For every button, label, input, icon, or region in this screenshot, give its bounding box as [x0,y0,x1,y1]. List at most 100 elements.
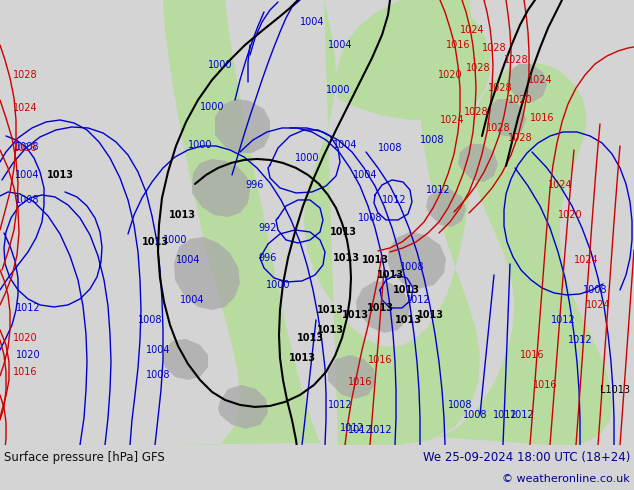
Text: 1012: 1012 [340,423,365,433]
Polygon shape [163,339,208,380]
Text: 1013: 1013 [141,237,169,247]
Text: 1004: 1004 [176,255,200,265]
Text: 1000: 1000 [208,60,232,70]
Text: 1000: 1000 [326,85,350,95]
Text: 1013: 1013 [417,310,444,320]
Text: 1020: 1020 [508,95,533,105]
Text: 1008: 1008 [400,262,424,272]
Polygon shape [192,159,250,217]
Text: 1008: 1008 [420,135,444,145]
Text: 1012: 1012 [493,410,517,420]
Text: 1012: 1012 [567,335,592,345]
Text: 996: 996 [259,253,277,263]
Text: 1012: 1012 [551,315,575,325]
Text: 1013: 1013 [377,270,403,280]
Text: 1013: 1013 [342,310,368,320]
Text: 1024: 1024 [460,25,484,35]
Text: 1012: 1012 [425,185,450,195]
Text: 1012: 1012 [347,425,372,435]
Text: 1008: 1008 [378,143,402,153]
Polygon shape [328,355,376,399]
Text: 1016: 1016 [533,380,557,390]
Text: 1024: 1024 [586,300,611,310]
Text: 1004: 1004 [180,295,204,305]
Text: 1016: 1016 [368,355,392,365]
Text: © weatheronline.co.uk: © weatheronline.co.uk [502,474,630,484]
Polygon shape [174,237,240,310]
Text: 1024: 1024 [13,103,37,113]
Text: 1016: 1016 [530,113,554,123]
Polygon shape [507,64,547,102]
Text: 1020: 1020 [558,210,582,220]
Text: 1013: 1013 [288,353,316,363]
Text: 1028: 1028 [13,70,37,80]
Text: 1024: 1024 [574,255,598,265]
Text: 1000: 1000 [266,280,290,290]
Text: 1008: 1008 [138,315,162,325]
Text: 1012: 1012 [328,400,353,410]
Text: 1028: 1028 [482,43,507,53]
Polygon shape [486,99,526,137]
Text: 1004: 1004 [328,40,353,50]
Text: 1004: 1004 [300,17,324,27]
Polygon shape [218,385,268,429]
Text: 1012: 1012 [16,303,41,313]
Text: L1013: L1013 [600,385,630,395]
Text: 1008: 1008 [448,400,472,410]
Polygon shape [388,232,446,289]
Text: 1016: 1016 [348,377,372,387]
Text: 1012: 1012 [510,410,534,420]
Text: 992: 992 [259,223,277,233]
Text: 1004: 1004 [353,170,377,180]
Text: 1008: 1008 [358,213,382,223]
Text: 1004: 1004 [333,140,357,150]
Polygon shape [426,189,466,227]
Text: 1024: 1024 [548,180,573,190]
Text: 1016: 1016 [520,350,544,360]
Polygon shape [458,144,498,182]
Text: 1016: 1016 [13,143,37,153]
Polygon shape [155,0,320,445]
Text: 1016: 1016 [13,367,37,377]
Text: 1028: 1028 [486,123,510,133]
Text: 1020: 1020 [13,333,37,343]
Text: 1028: 1028 [466,63,490,73]
Text: 1013: 1013 [297,333,323,343]
Polygon shape [304,0,480,445]
Text: 1028: 1028 [463,107,488,117]
Text: 1012: 1012 [382,195,406,205]
Polygon shape [336,0,490,120]
Text: 1013: 1013 [366,303,394,313]
Text: 1000: 1000 [295,153,320,163]
Text: 1008: 1008 [463,410,488,420]
Text: 1013: 1013 [361,255,389,265]
Text: 1013: 1013 [316,305,344,315]
Text: 1008: 1008 [583,285,607,295]
Text: Surface pressure [hPa] GFS: Surface pressure [hPa] GFS [4,451,165,465]
Polygon shape [437,63,612,445]
Text: 1004: 1004 [15,170,39,180]
Text: 1004: 1004 [146,345,171,355]
Text: 996: 996 [246,180,264,190]
Text: 1013: 1013 [394,315,422,325]
Text: 1024: 1024 [440,115,464,125]
Text: 1028: 1028 [488,83,512,93]
Text: 1000: 1000 [200,102,224,112]
Text: 1028: 1028 [503,55,528,65]
Text: 1000: 1000 [188,140,212,150]
Text: We 25-09-2024 18:00 UTC (18+24): We 25-09-2024 18:00 UTC (18+24) [423,451,630,465]
Text: 1016: 1016 [446,40,470,50]
Text: 1028: 1028 [508,133,533,143]
Text: 1013: 1013 [316,325,344,335]
Text: 1008: 1008 [15,195,39,205]
Text: 1013: 1013 [330,227,356,237]
Text: 1008: 1008 [15,142,39,152]
Text: 1013: 1013 [392,285,420,295]
Text: 1000: 1000 [163,235,187,245]
Text: 1012: 1012 [368,425,392,435]
Text: 1012: 1012 [406,295,430,305]
Text: 1013: 1013 [46,170,74,180]
Text: 1013: 1013 [332,253,359,263]
Polygon shape [356,281,410,333]
Polygon shape [215,99,270,153]
